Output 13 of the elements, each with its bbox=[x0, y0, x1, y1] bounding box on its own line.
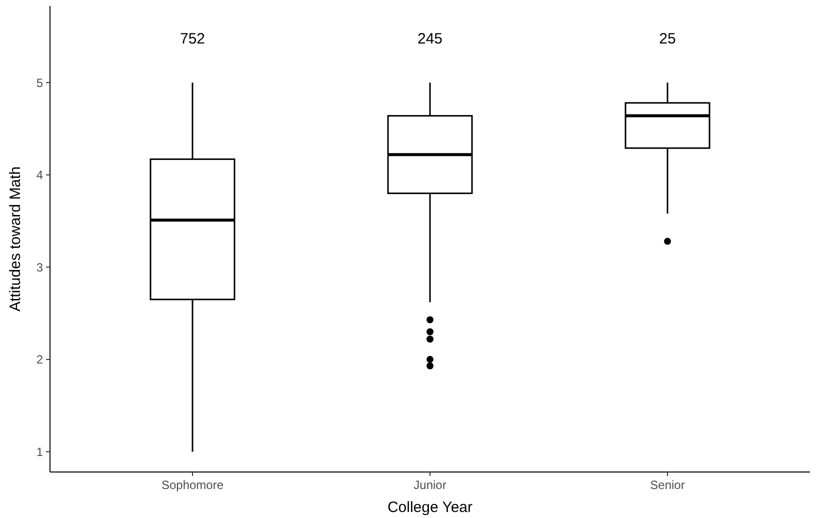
y-tick-label: 1 bbox=[36, 444, 44, 459]
annotation: 245 bbox=[417, 30, 443, 48]
x-tick-label: Junior bbox=[414, 478, 446, 492]
x-tick-label: Sophomore bbox=[161, 478, 224, 492]
x-tick-label: Senior bbox=[650, 478, 685, 492]
y-tick-label: 4 bbox=[36, 168, 44, 182]
y-tick-label: 2 bbox=[36, 352, 44, 367]
annotation: 752 bbox=[180, 30, 206, 48]
y-tick-label: 5 bbox=[36, 76, 44, 90]
y-tick-label: 3 bbox=[36, 260, 44, 274]
annotation: 25 bbox=[659, 30, 676, 48]
x-axis-title: College Year bbox=[387, 499, 473, 516]
y-axis-title: Attitudes toward Math bbox=[7, 166, 24, 312]
